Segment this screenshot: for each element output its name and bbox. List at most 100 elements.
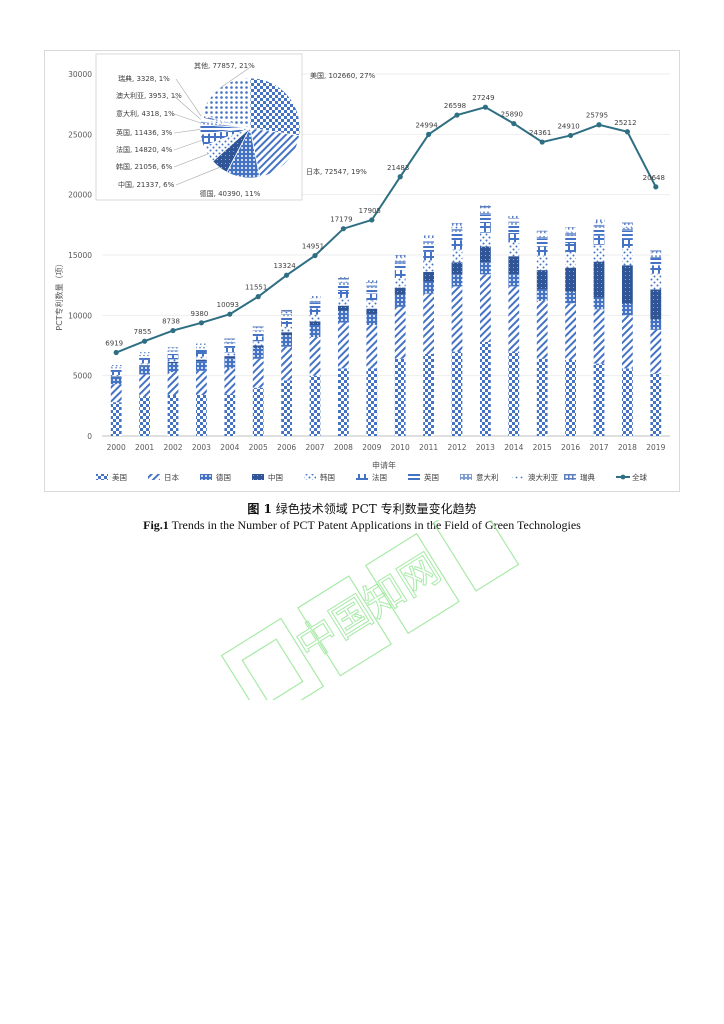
line-data-label: 21483 — [387, 164, 409, 172]
bar-segment — [565, 291, 576, 304]
bar-segment — [338, 322, 349, 369]
legend-swatch — [460, 474, 472, 480]
bar-segment — [167, 350, 179, 352]
bar-segment — [650, 265, 662, 274]
bar-segment — [252, 330, 264, 332]
legend-line-marker — [620, 474, 626, 480]
bar-segment — [110, 367, 122, 369]
bar-segment — [536, 235, 548, 239]
bar-segment — [536, 270, 548, 290]
bar-segment — [224, 343, 236, 348]
pie-slice-label: 法国, 14820, 4% — [116, 145, 173, 154]
line-data-label: 24910 — [557, 122, 579, 130]
bar-segment — [423, 293, 434, 354]
y-axis: 0 5000 10000 15000 20000 25000 30000 — [68, 70, 92, 441]
line-data-label: 11551 — [245, 284, 267, 292]
pie-leader-line — [173, 129, 201, 134]
x-tick-label: 2016 — [561, 443, 580, 452]
bar-segment — [650, 258, 662, 266]
bar-segment — [593, 219, 605, 222]
bar-segment — [650, 289, 662, 320]
bar-segment — [480, 223, 491, 233]
legend-label: 韩国 — [320, 472, 335, 482]
bar-segment — [565, 303, 576, 360]
pie-slice-label: 中国, 21337, 6% — [118, 180, 175, 189]
bar-segment — [281, 309, 292, 312]
legend: 美国 日本 德国 中国 韩国 法国 英国 意大利 澳大利亚 瑞典 全球 — [96, 472, 647, 482]
bar-segment — [252, 345, 264, 348]
bar-segment — [366, 368, 378, 436]
line-data-label: 7855 — [134, 328, 152, 336]
bar-segment — [281, 321, 292, 327]
bar-segment — [224, 342, 236, 344]
line-point — [653, 184, 659, 190]
x-tick-label: 2009 — [362, 443, 381, 452]
line-data-label: 25212 — [614, 119, 636, 127]
bar-segment — [167, 355, 179, 360]
line-point — [596, 122, 602, 128]
bar-segment — [451, 232, 463, 241]
x-tick-label: 2018 — [618, 443, 637, 452]
bar-segment — [451, 228, 463, 233]
bar-segment — [423, 241, 434, 245]
bar-segment — [593, 224, 605, 228]
x-tick-label: 2011 — [419, 443, 438, 452]
bar-segment — [366, 287, 378, 294]
line-data-label: 17179 — [330, 216, 352, 224]
bar-segment — [167, 347, 179, 349]
legend-label: 美国 — [112, 472, 127, 482]
legend-swatch — [408, 474, 420, 480]
bar-segment — [309, 314, 321, 322]
bar-segment — [565, 359, 576, 436]
pie-slice-label: 美国, 102660, 27% — [310, 71, 376, 80]
x-axis: 2000 2001 2002 2003 2004 2005 2006 2007 2008 2009… — [107, 443, 666, 452]
legend-label: 中国 — [268, 472, 283, 482]
x-tick-label: 2006 — [277, 443, 296, 452]
bar-segment — [338, 282, 349, 285]
pie-slice-label: 意大利, 4318, 1% — [116, 109, 175, 118]
bar-segment — [650, 329, 662, 374]
legend-label: 英国 — [424, 472, 439, 482]
bar-segment — [252, 347, 264, 359]
x-tick-label: 2002 — [163, 443, 182, 452]
bar-segment — [281, 332, 292, 336]
bar-segment — [110, 376, 122, 385]
bar-segment — [650, 319, 662, 330]
bar-segment — [565, 232, 576, 236]
bar-segment — [309, 324, 321, 338]
figure-number-en: Fig.1 — [143, 518, 169, 532]
bar-segment — [196, 343, 207, 345]
line-point — [340, 226, 346, 232]
line-data-label: 8738 — [162, 318, 180, 326]
bar-segment — [622, 315, 633, 369]
bar-segment — [196, 394, 207, 436]
bar-segment — [593, 297, 605, 310]
bar-segment — [196, 346, 207, 349]
bar-segment — [309, 375, 321, 436]
bar-segment — [366, 285, 378, 288]
x-tick-label: 2005 — [249, 443, 268, 452]
line-point — [312, 252, 318, 259]
bar-segment — [536, 255, 548, 271]
x-tick-label: 2015 — [533, 443, 552, 452]
line-data-label: 26598 — [444, 102, 466, 110]
line-point — [511, 120, 517, 127]
bar-segment — [565, 235, 576, 244]
bar-segment — [650, 255, 662, 259]
line-point — [255, 294, 261, 300]
bar-segment — [650, 373, 662, 436]
figure-caption-english: Fig.1 Trends in the Number of PCT Patent… — [0, 518, 724, 533]
bar-segment — [622, 238, 633, 248]
bar-segment — [110, 375, 122, 377]
bar-segment — [593, 235, 605, 245]
line-data-label: 17905 — [359, 207, 381, 215]
bar-segment — [309, 303, 321, 309]
bar-segment — [196, 359, 207, 362]
bar-segment — [394, 287, 406, 295]
legend-swatch — [200, 474, 212, 480]
bar-segment — [338, 279, 349, 283]
bar-segment — [508, 224, 520, 233]
bar-segment — [480, 341, 491, 436]
bar-segment — [366, 293, 378, 301]
bar-series — [110, 205, 662, 436]
